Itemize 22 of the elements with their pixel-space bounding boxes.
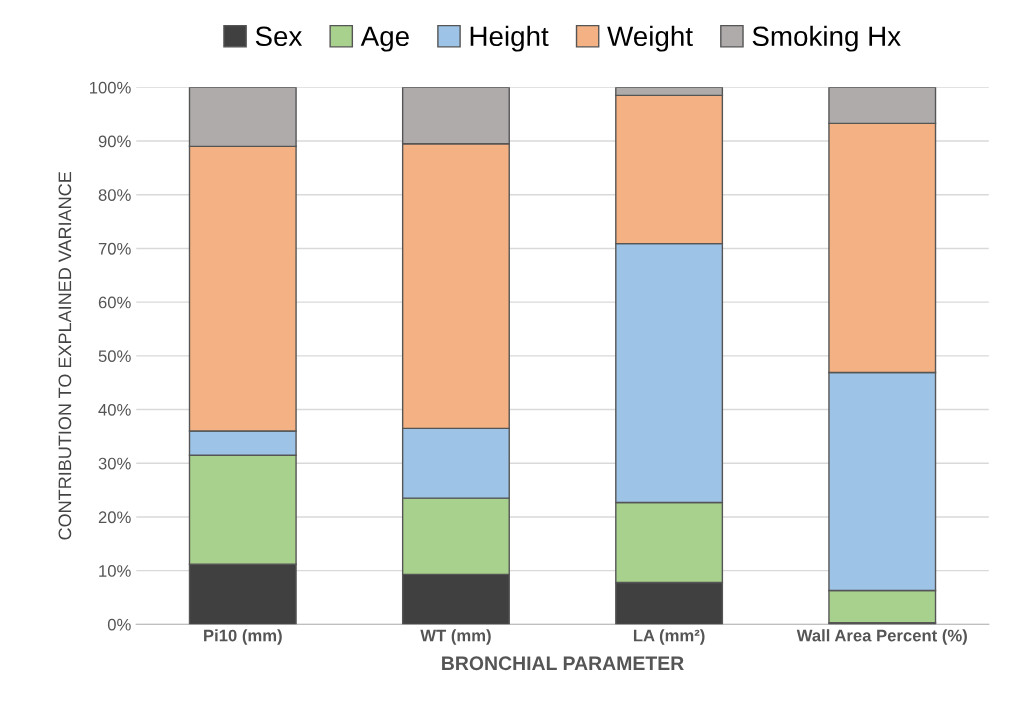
legend-label: Weight	[607, 25, 693, 52]
y-tick-label: 0%	[107, 618, 131, 631]
y-tick-label: 100%	[90, 81, 131, 94]
y-tick-label: 60%	[98, 296, 131, 309]
y-tick-label: 80%	[98, 189, 131, 201]
x-tick-label: LA (mm²)	[633, 629, 705, 645]
x-tick-label: Wall Area Percent (%)	[796, 629, 967, 645]
legend-label: Height	[470, 25, 549, 52]
legend-label: Smoking Hx	[752, 25, 901, 52]
x-tick-label: WT (mm)	[420, 629, 491, 645]
y-axis-title: CONTRIBUTION TO EXPLAINED VARIANCE	[58, 172, 72, 540]
x-axis-title: BRONCHIAL PARAMETER	[442, 656, 684, 671]
y-tick-label: 50%	[98, 350, 131, 363]
y-tick-label: 40%	[98, 403, 131, 416]
y-tick-label: 90%	[98, 135, 131, 148]
y-tick-label: 10%	[99, 565, 131, 577]
y-tick-label: 30%	[98, 457, 131, 470]
legend-label: Sex	[255, 26, 303, 47]
y-tick-label: 70%	[98, 242, 131, 255]
legend-label: Age	[360, 26, 409, 52]
y-tick-label: 20%	[98, 511, 131, 524]
x-tick-label: Pi10 (mm)	[204, 629, 282, 645]
